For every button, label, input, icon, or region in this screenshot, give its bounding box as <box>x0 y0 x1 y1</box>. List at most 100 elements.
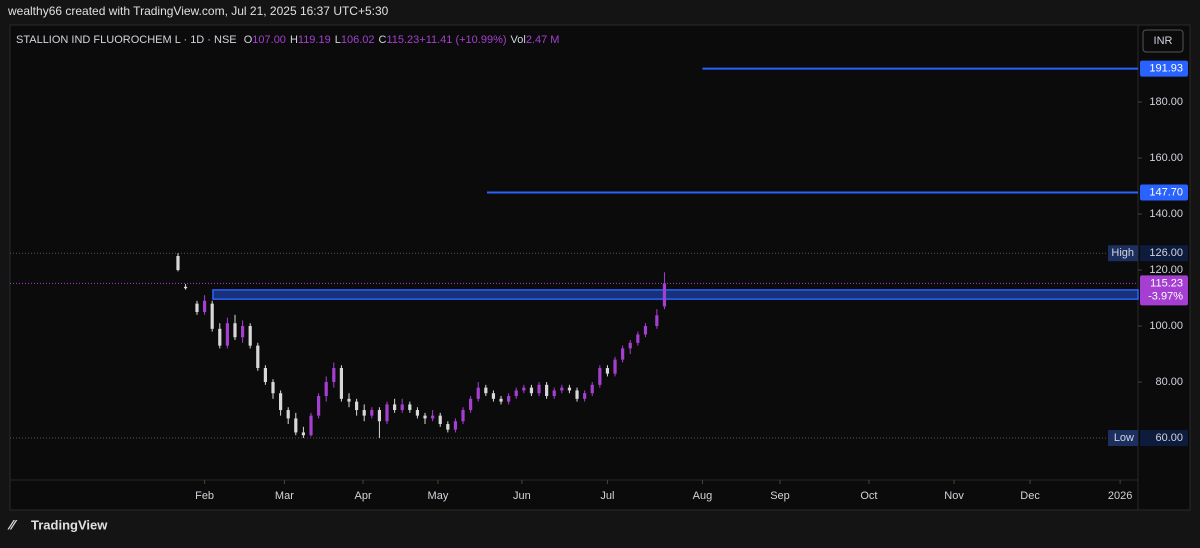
symbol: STALLION IND FLUOROCHEM L · 1D · NSE <box>16 34 237 46</box>
candle-body <box>385 404 389 422</box>
credit: wealthy66 created with TradingView.com, … <box>7 4 389 18</box>
candle-body <box>491 393 496 399</box>
candle-body <box>545 384 549 397</box>
candle-body <box>438 415 442 425</box>
last-price-change: -3.97% <box>1148 290 1183 302</box>
candle-body <box>195 303 199 313</box>
candle-body <box>469 398 473 411</box>
candle-body <box>628 342 632 349</box>
legend-key: C <box>379 34 387 46</box>
candle-body <box>309 415 313 436</box>
level-tag: 147.70 <box>1149 186 1183 198</box>
candle-body <box>400 404 404 411</box>
legend-key: Vol <box>511 34 526 46</box>
legend-key: L <box>335 34 341 46</box>
currency[interactable]: INR <box>1154 35 1173 47</box>
extreme-value: 60.00 <box>1155 432 1183 444</box>
candle-body <box>598 368 602 385</box>
x-tick-label: Nov <box>944 490 964 502</box>
extreme-tag-bg <box>1108 430 1138 447</box>
candle-body <box>218 328 222 346</box>
logo-mark: ⁄⁄ <box>7 517 17 533</box>
candle-body <box>560 387 564 391</box>
candle-body <box>636 334 640 343</box>
candle-body <box>278 393 283 411</box>
chart-panel <box>9 24 1191 511</box>
candle-body <box>377 410 382 422</box>
candle-body <box>324 382 328 397</box>
candle-body <box>271 382 275 394</box>
x-tick-label: Aug <box>693 490 713 502</box>
extreme-tag-bg <box>1108 245 1138 262</box>
candle-body <box>461 410 465 422</box>
candle-body <box>662 283 667 307</box>
candle-body <box>202 300 207 313</box>
x-tick-label: Dec <box>1020 490 1040 502</box>
candle-body <box>176 256 180 271</box>
legend-value: 2.47 M <box>526 34 560 46</box>
candle-body <box>370 410 374 416</box>
candle-body <box>294 418 298 433</box>
x-tick-label: Jul <box>600 490 614 502</box>
level-tag-bg <box>1140 184 1188 201</box>
extreme-value: 126.00 <box>1149 247 1183 259</box>
candle-body <box>514 390 518 397</box>
x-tick-label: Sep <box>770 490 790 502</box>
candle-body <box>476 387 480 399</box>
candle-body <box>256 345 260 369</box>
candle-body <box>248 326 252 346</box>
candle-body <box>431 415 435 419</box>
brand: TradingView <box>31 517 108 532</box>
candle-body <box>183 286 188 289</box>
legend-key: O <box>244 34 253 46</box>
candle-body <box>263 368 267 383</box>
x-tick-label: Feb <box>195 490 214 502</box>
zone <box>212 289 1139 300</box>
y-tick-label: 180.00 <box>1149 96 1183 108</box>
legend-value: 107.00 <box>252 34 286 46</box>
x-tick-label: Oct <box>860 490 877 502</box>
candle-body <box>355 401 359 411</box>
candle-body <box>393 404 397 411</box>
candle-body <box>575 390 579 399</box>
level-tag-bg <box>1140 60 1188 77</box>
candle-body <box>408 404 412 411</box>
last-price-bg <box>1140 275 1188 306</box>
extreme-value-bg <box>1140 430 1188 447</box>
candle-body <box>233 323 237 338</box>
candle-body <box>590 384 594 394</box>
legend-value: 115.23 <box>386 34 419 46</box>
legend-value: 106.02 <box>341 34 375 46</box>
legend-value: +11.41 (+10.99%) <box>419 34 506 46</box>
extreme-value-bg <box>1140 245 1188 262</box>
y-tick-label: 120.00 <box>1149 264 1183 276</box>
x-tick-label: May <box>428 490 449 502</box>
candle-body <box>210 303 214 329</box>
candle-body <box>453 421 458 430</box>
y-tick-label: 100.00 <box>1149 320 1183 332</box>
candle-body <box>339 368 344 399</box>
candle-body <box>286 410 290 419</box>
x-tick-label: 2026 <box>1108 490 1132 502</box>
candle-body <box>529 387 534 394</box>
legend-key: H <box>290 34 298 46</box>
candle-body <box>613 359 617 374</box>
legend: STALLION IND FLUOROCHEM L · 1D · NSE O10… <box>16 34 559 46</box>
candle-body <box>499 398 503 402</box>
extreme-tag: High <box>1111 247 1134 259</box>
candle-body <box>446 424 450 430</box>
x-tick-label: Mar <box>275 490 294 502</box>
candle-body <box>317 396 321 416</box>
y-tick-label: 160.00 <box>1149 152 1183 164</box>
candle-body <box>415 410 420 416</box>
candle-body <box>567 387 572 391</box>
candle-body <box>301 432 306 436</box>
last-price: 115.23 <box>1150 277 1183 289</box>
candle-body <box>522 387 526 391</box>
candle-body <box>484 387 488 394</box>
candle-body <box>552 390 556 397</box>
currency-button[interactable] <box>1142 29 1184 53</box>
candle-body <box>621 348 625 360</box>
brand-logo: ⁄⁄ <box>7 517 17 533</box>
candle-body <box>643 326 648 335</box>
